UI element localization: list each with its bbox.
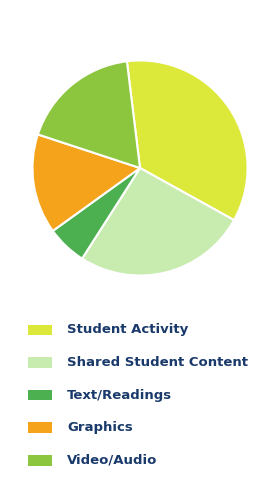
Wedge shape xyxy=(53,168,140,259)
FancyBboxPatch shape xyxy=(28,390,52,400)
Wedge shape xyxy=(127,60,248,220)
FancyBboxPatch shape xyxy=(28,455,52,466)
Text: Graphics: Graphics xyxy=(67,421,133,434)
Text: Student Activity: Student Activity xyxy=(67,324,188,336)
Wedge shape xyxy=(32,134,140,231)
FancyBboxPatch shape xyxy=(28,324,52,335)
Text: Text/Readings: Text/Readings xyxy=(67,389,172,402)
Wedge shape xyxy=(82,168,234,276)
FancyBboxPatch shape xyxy=(28,357,52,368)
Wedge shape xyxy=(38,61,140,168)
Text: Video/Audio: Video/Audio xyxy=(67,454,158,467)
Text: Shared Student Content: Shared Student Content xyxy=(67,356,248,369)
FancyBboxPatch shape xyxy=(28,422,52,433)
